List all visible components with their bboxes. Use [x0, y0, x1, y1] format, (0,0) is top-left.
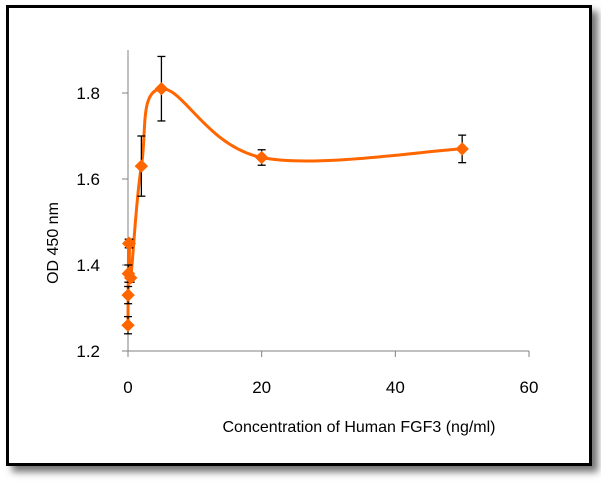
y-tick-label: 1.4 — [76, 256, 100, 275]
data-point-marker — [121, 288, 135, 302]
data-point-marker — [254, 150, 269, 165]
data-point-marker — [154, 81, 169, 96]
chart-svg: 0 20 40 60 1.2 1.4 1.6 1.8 Concentration of Hum… — [45, 50, 538, 436]
axes — [127, 50, 529, 352]
data-point-marker — [455, 142, 469, 156]
data-point-marker — [121, 318, 135, 332]
series-line — [126, 87, 463, 326]
data-point-marker — [134, 159, 149, 173]
y-tick-label: 1.2 — [76, 342, 100, 361]
x-axis-title: Concentration of Human FGF3 (ng/ml) — [223, 419, 496, 436]
x-tick-label: 60 — [520, 378, 539, 397]
x-tick-label: 40 — [386, 378, 405, 397]
y-axis-title: OD 450 nm — [45, 202, 62, 284]
ticks: 0 20 40 60 1.2 1.4 1.6 1.8 — [76, 84, 538, 397]
data-point-marker — [122, 236, 137, 251]
series-layer — [121, 55, 469, 335]
data-point-marker — [123, 271, 138, 285]
y-tick-label: 1.8 — [76, 84, 100, 103]
y-tick-label: 1.6 — [76, 170, 100, 189]
x-tick-label: 20 — [252, 378, 271, 397]
x-tick-label: 0 — [123, 378, 132, 397]
chart-frame: 0 20 40 60 1.2 1.4 1.6 1.8 Concentration of Hum… — [6, 5, 592, 466]
